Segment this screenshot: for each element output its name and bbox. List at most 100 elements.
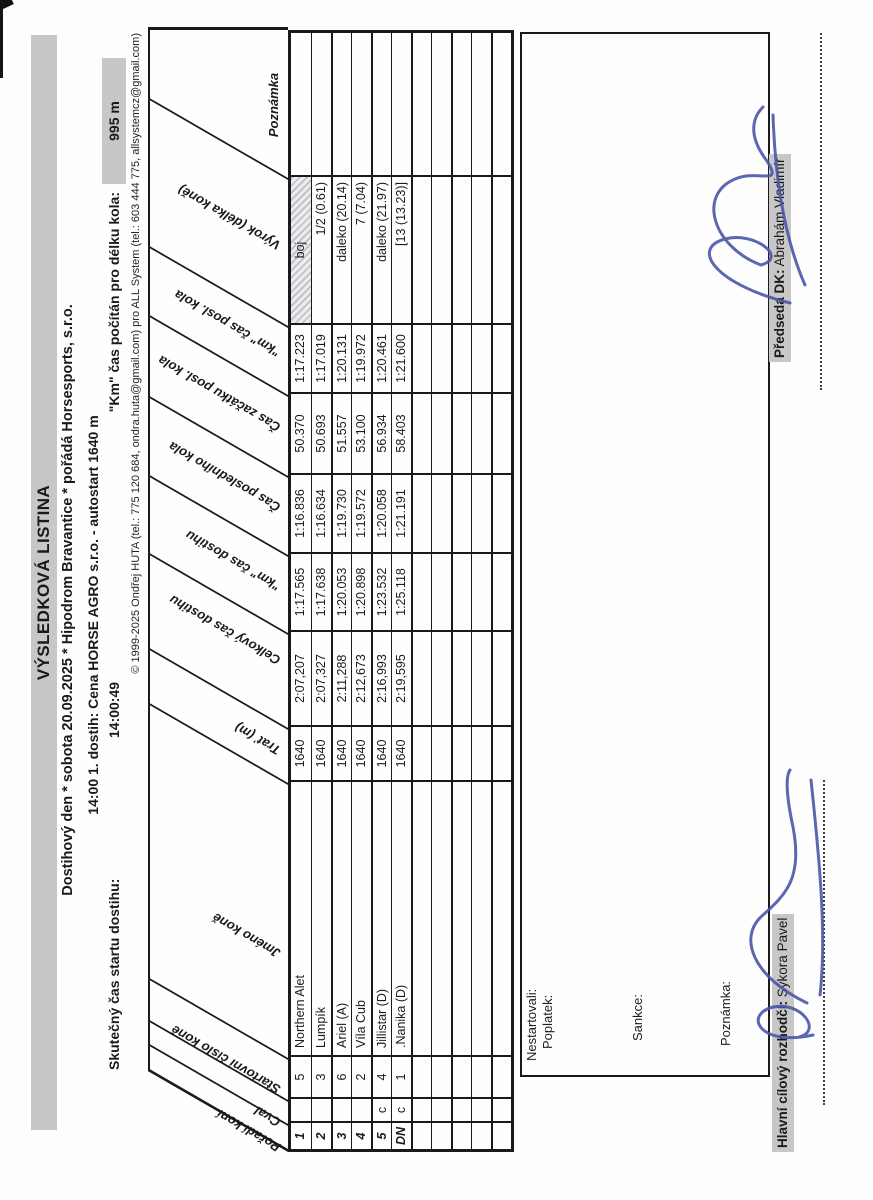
cell-cislo	[493, 1057, 511, 1099]
cell-cislo: 4	[373, 1057, 391, 1099]
cell-jmeno: .Nanika (D)	[392, 782, 411, 1057]
cell-celkovy: 2:07,327	[312, 632, 331, 727]
table-row-9	[451, 27, 471, 1149]
cell-cas_posl: 1:19.730	[333, 475, 351, 554]
km-note-value: 995 m	[102, 58, 126, 184]
cell-poznamka	[352, 27, 371, 177]
km-note-label: "Km" čas počítán pro délku kola:	[106, 192, 122, 413]
cell-poznamka	[312, 27, 331, 177]
cell-celkovy	[493, 632, 511, 727]
cell-cas_posl	[453, 475, 471, 554]
cell-cval	[472, 1099, 491, 1123]
cell-cas_zacatku: 50.693	[312, 394, 331, 475]
cell-trat	[432, 727, 451, 782]
start-time-value: 14:00:49	[106, 681, 122, 738]
cell-km_dostihu: 1:17.638	[312, 554, 331, 632]
cell-vyrok	[413, 177, 431, 325]
table-row-8	[431, 27, 451, 1149]
table-row-10	[471, 27, 491, 1149]
race-line: 14:00 1. dostih: Cena HORSE AGRO s.r.o. …	[85, 415, 101, 815]
cell-vyrok: 1/2 (0.61)	[312, 177, 331, 325]
title-highlight-band: VÝSLEDKOVÁ LISTINA	[31, 35, 57, 1130]
cell-poznamka	[472, 27, 491, 177]
page-title: VÝSLEDKOVÁ LISTINA	[34, 484, 53, 681]
cell-vyrok: boj	[291, 177, 311, 325]
chairman-signature-line	[820, 33, 822, 390]
cell-cislo	[453, 1057, 471, 1099]
cell-km_dostihu: 1:20.898	[352, 554, 371, 632]
cell-cval	[312, 1099, 331, 1123]
cell-km_dostihu	[413, 554, 431, 632]
cell-celkovy: 2:11,288	[333, 632, 351, 727]
cell-km_dostihu	[453, 554, 471, 632]
cell-cas_zacatku	[432, 394, 451, 475]
cell-km_posl	[453, 325, 471, 394]
table-row-2: 2 3 Lumpík 1640 2:07,327 1:17.638 1:16.634 50.6…	[311, 27, 331, 1149]
cell-km_dostihu: 1:17.565	[291, 554, 311, 632]
cell-poradi	[432, 1123, 451, 1149]
cell-km_dostihu	[432, 554, 451, 632]
cell-jmeno: Northern Alet	[291, 782, 311, 1057]
cell-cislo: 6	[333, 1057, 351, 1099]
cell-poradi	[453, 1123, 471, 1149]
chairman-signature	[707, 105, 807, 305]
cell-cislo: 2	[352, 1057, 371, 1099]
cell-poznamka	[432, 27, 451, 177]
cell-trat: 1640	[392, 727, 411, 782]
cell-cas_posl	[493, 475, 511, 554]
cell-celkovy	[413, 632, 431, 727]
cell-poradi	[493, 1123, 511, 1149]
cell-cas_zacatku: 50.370	[291, 394, 311, 475]
cell-vyrok: daleko (20.14)	[333, 177, 351, 325]
cell-cas_posl: 1:19.572	[352, 475, 371, 554]
cell-poznamka	[291, 27, 311, 177]
cell-trat: 1640	[352, 727, 371, 782]
cell-cislo	[432, 1057, 451, 1099]
cell-poradi: 2	[314, 1132, 328, 1140]
cell-km_posl	[413, 325, 431, 394]
cell-trat	[453, 727, 471, 782]
cell-jmeno	[413, 782, 431, 1057]
cell-cas_zacatku	[453, 394, 471, 475]
table-grid: 1 5 Northern Alet 1640 2:07,207 1:17.565 1:16.…	[288, 27, 514, 1152]
cell-cislo: 5	[291, 1057, 311, 1099]
cell-vyrok	[453, 177, 471, 325]
cell-km_posl: 1:19.972	[352, 325, 371, 394]
cell-poradi: DN	[394, 1126, 408, 1146]
scan-edge-artifact	[0, 8, 3, 78]
cell-cislo: 3	[312, 1057, 331, 1099]
cell-trat	[472, 727, 491, 782]
cell-poznamka	[333, 27, 351, 177]
cell-jmeno: Jillistar (D)	[373, 782, 391, 1057]
cell-poznamka	[373, 27, 391, 177]
cell-cval	[493, 1099, 511, 1123]
cell-poznamka	[392, 27, 411, 177]
table-row-5: 5 c 4 Jillistar (D) 1640 2:16,993 1:23.532 1:20…	[371, 27, 391, 1149]
cell-cas_zacatku: 51.557	[333, 394, 351, 475]
cell-cas_posl: 1:20.058	[373, 475, 391, 554]
cell-cislo	[413, 1057, 431, 1099]
poplatek-label: Poplatek:	[540, 994, 555, 1049]
cell-cas_zacatku	[472, 394, 491, 475]
cell-km_dostihu	[493, 554, 511, 632]
results-table: Pořadí koní Cval Startovní číslo koně Jméno…	[148, 27, 514, 1152]
cell-km_posl: 1:20.131	[333, 325, 351, 394]
cell-celkovy	[453, 632, 471, 727]
cell-trat: 1640	[333, 727, 351, 782]
cell-jmeno: Víla Cub	[352, 782, 371, 1057]
judge-signature	[749, 768, 825, 1040]
cell-vyrok	[432, 177, 451, 325]
cell-km_dostihu	[472, 554, 491, 632]
cell-celkovy: 2:07,207	[291, 632, 311, 727]
cell-vyrok: daleko (21.97)	[373, 177, 391, 325]
cell-km_dostihu: 1:23.532	[373, 554, 391, 632]
table-row-6: DN c 1 .Nanika (D) 1640 2:19,595 1:25.118 1:21.…	[391, 27, 411, 1149]
cell-trat: 1640	[312, 727, 331, 782]
cell-celkovy	[472, 632, 491, 727]
table-row-7	[411, 27, 431, 1149]
column-header-poznamka: Poznámka	[266, 72, 281, 138]
cell-poradi	[413, 1123, 431, 1149]
cell-km_dostihu: 1:25.118	[392, 554, 411, 632]
